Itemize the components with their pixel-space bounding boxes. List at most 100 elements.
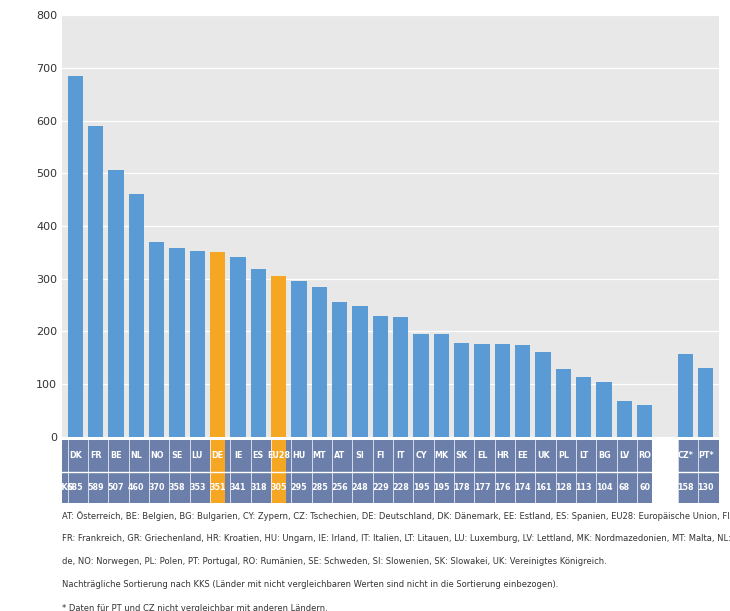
Text: * Daten für PT und CZ nicht vergleichbar mit anderen Ländern.: * Daten für PT und CZ nicht vergleichbar… <box>62 604 328 611</box>
Bar <box>190 251 205 437</box>
Text: 358: 358 <box>169 483 185 492</box>
Text: KKS: KKS <box>55 483 74 492</box>
Text: 685: 685 <box>67 483 83 492</box>
Bar <box>556 370 571 437</box>
Text: AT: AT <box>334 452 345 460</box>
Bar <box>108 170 123 437</box>
Text: 370: 370 <box>148 483 165 492</box>
Text: DK: DK <box>69 452 82 460</box>
Bar <box>88 126 103 437</box>
Text: 60: 60 <box>639 483 650 492</box>
Text: UK: UK <box>537 452 550 460</box>
Bar <box>536 352 550 437</box>
Text: 460: 460 <box>128 483 145 492</box>
Bar <box>653 440 678 503</box>
Bar <box>576 378 591 437</box>
Text: HR: HR <box>496 452 509 460</box>
Text: BG: BG <box>598 452 610 460</box>
Text: IT: IT <box>396 452 405 460</box>
Text: 295: 295 <box>291 483 307 492</box>
Text: 248: 248 <box>352 483 369 492</box>
Bar <box>495 344 510 437</box>
Text: FI: FI <box>376 452 385 460</box>
Text: LV: LV <box>619 452 629 460</box>
Text: NO: NO <box>150 452 164 460</box>
Text: SE: SE <box>172 452 182 460</box>
Text: 351: 351 <box>210 483 226 492</box>
Text: EU28: EU28 <box>267 452 291 460</box>
Bar <box>373 316 388 437</box>
Text: 178: 178 <box>453 483 470 492</box>
Text: 228: 228 <box>392 483 409 492</box>
Text: 104: 104 <box>596 483 612 492</box>
Text: CY: CY <box>415 452 427 460</box>
Text: BE: BE <box>110 452 122 460</box>
Bar <box>332 302 347 437</box>
Bar <box>596 382 612 437</box>
Text: 353: 353 <box>189 483 206 492</box>
Bar <box>128 194 144 437</box>
Text: SK: SK <box>456 452 468 460</box>
Text: LT: LT <box>579 452 588 460</box>
Text: 130: 130 <box>698 483 714 492</box>
Text: 195: 195 <box>433 483 450 492</box>
Text: Nachträgliche Sortierung nach KKS (Länder mit nicht vergleichbaren Werten sind n: Nachträgliche Sortierung nach KKS (Lände… <box>62 580 558 590</box>
Text: 174: 174 <box>515 483 531 492</box>
Text: AT: Österreich, BE: Belgien, BG: Bulgarien, CY: Zypern, CZ: Tschechien, DE: Deut: AT: Österreich, BE: Belgien, BG: Bulgari… <box>62 511 730 521</box>
Bar <box>271 276 286 437</box>
Bar <box>678 354 693 437</box>
Text: CZ*: CZ* <box>677 452 694 460</box>
Text: HU: HU <box>293 452 306 460</box>
Text: 113: 113 <box>575 483 592 492</box>
Text: DE: DE <box>212 452 223 460</box>
Text: FR: FR <box>90 452 101 460</box>
Bar <box>474 343 490 437</box>
Bar <box>231 257 245 437</box>
Bar <box>454 343 469 437</box>
Text: 158: 158 <box>677 483 694 492</box>
Bar <box>68 76 83 437</box>
Text: MT: MT <box>312 452 326 460</box>
Text: 195: 195 <box>412 483 429 492</box>
Text: LU: LU <box>192 452 203 460</box>
Text: 285: 285 <box>311 483 328 492</box>
Text: IE: IE <box>234 452 242 460</box>
Bar <box>169 248 185 437</box>
Text: 341: 341 <box>230 483 246 492</box>
Bar <box>617 401 632 437</box>
Text: 68: 68 <box>619 483 630 492</box>
Bar <box>149 242 164 437</box>
Bar <box>413 334 429 437</box>
Bar <box>434 334 449 437</box>
Text: PT*: PT* <box>698 452 714 460</box>
Bar <box>291 282 307 437</box>
Text: 507: 507 <box>108 483 124 492</box>
Text: PL: PL <box>558 452 569 460</box>
Bar <box>62 472 719 503</box>
Text: EL: EL <box>477 452 488 460</box>
Bar <box>393 316 408 437</box>
Text: FR: Frankreich, GR: Griechenland, HR: Kroatien, HU: Ungarn, IE: Irland, IT: Ital: FR: Frankreich, GR: Griechenland, HR: Kr… <box>62 534 730 543</box>
Text: 177: 177 <box>474 483 491 492</box>
Bar <box>698 368 713 437</box>
Bar <box>312 287 327 437</box>
Text: 305: 305 <box>270 483 287 492</box>
Bar <box>353 306 368 437</box>
Text: SI: SI <box>356 452 364 460</box>
Bar <box>210 440 226 503</box>
Bar <box>271 440 286 503</box>
Bar <box>637 405 653 437</box>
Text: de, NO: Norwegen, PL: Polen, PT: Portugal, RO: Rumänien, SE: Schweden, SI: Slowe: de, NO: Norwegen, PL: Polen, PT: Portuga… <box>62 557 607 566</box>
Text: EE: EE <box>518 452 528 460</box>
Text: ES: ES <box>253 452 264 460</box>
Bar <box>62 440 719 472</box>
Text: 229: 229 <box>372 483 389 492</box>
Bar <box>250 269 266 437</box>
Text: 161: 161 <box>535 483 551 492</box>
Bar <box>210 252 226 437</box>
Text: 176: 176 <box>494 483 511 492</box>
Text: MK: MK <box>434 452 448 460</box>
Text: RO: RO <box>638 452 651 460</box>
Text: 128: 128 <box>555 483 572 492</box>
Text: 318: 318 <box>250 483 266 492</box>
